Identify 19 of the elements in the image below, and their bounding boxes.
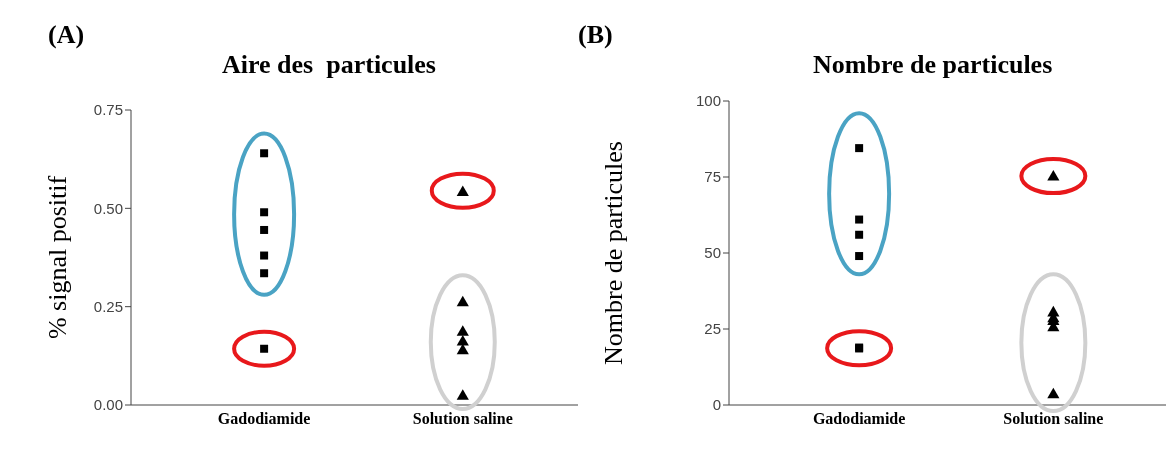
x-tick-label: Gadodiamide — [812, 410, 906, 428]
y-tick-label: 100 — [695, 92, 721, 110]
y-tick-label: 0.50 — [93, 199, 123, 217]
y-tick-label: 25 — [704, 320, 721, 338]
chart-title: Nombre de particules — [813, 50, 1053, 80]
y-axis-title: Nombre de particules — [598, 141, 628, 365]
y-tick-label: 0 — [712, 396, 721, 414]
x-tick-label: Solution saline — [412, 410, 513, 428]
y-tick-label: 75 — [704, 168, 721, 186]
chart-title: Aire des particules — [222, 50, 436, 80]
y-tick-label: 0.00 — [93, 396, 123, 414]
y-tick-label: 0.75 — [93, 101, 123, 119]
text: (A) — [48, 20, 85, 50]
text: (B) — [578, 20, 613, 50]
x-tick-label: Gadodiamide — [217, 410, 311, 428]
y-tick-label: 0.25 — [93, 297, 123, 315]
y-tick-label: 50 — [704, 244, 721, 262]
x-tick-label: Solution saline — [1003, 410, 1104, 428]
y-axis-title: % signal positif — [42, 175, 72, 340]
